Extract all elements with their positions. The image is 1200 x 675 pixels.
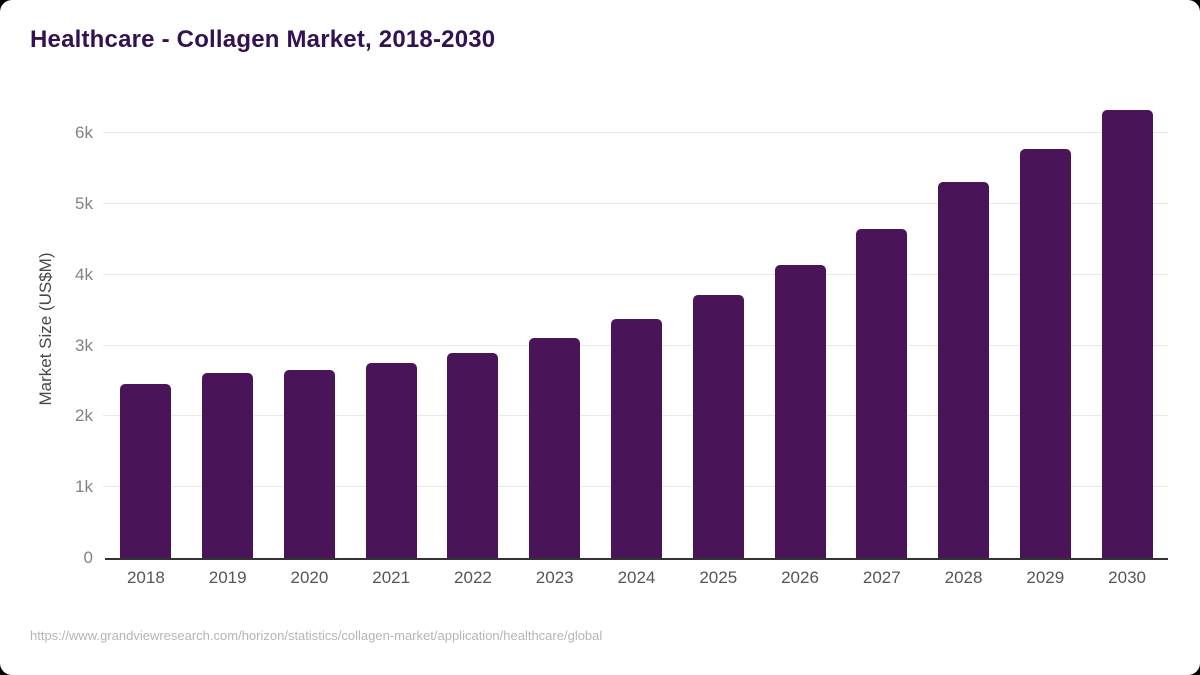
- bar-slot-2021: [350, 100, 432, 558]
- bar-2025: [692, 294, 744, 558]
- bar-2024: [610, 319, 662, 558]
- x-tick-label-2029: 2029: [1026, 568, 1065, 587]
- gridline-6k: [103, 132, 1168, 134]
- bar-slot-2024: [596, 100, 678, 558]
- x-tick-label-2022: 2022: [454, 568, 492, 587]
- y-tick-label-5k: 5k: [75, 193, 93, 213]
- bar-slot-2029: [1004, 100, 1086, 558]
- bar-slot-2018: [105, 100, 187, 558]
- y-tick-label-0: 0: [83, 548, 93, 567]
- bar-2023: [529, 338, 581, 558]
- bar-slot-2019: [187, 100, 269, 558]
- source-url: https://www.grandviewresearch.com/horizo…: [30, 628, 603, 643]
- bars-row: [105, 100, 1168, 558]
- x-tick-label-2027: 2027: [862, 568, 901, 587]
- bar-2027: [856, 228, 908, 558]
- bar-slot-2028: [923, 100, 1005, 558]
- bar-2021: [365, 362, 417, 558]
- bar-2022: [447, 352, 499, 558]
- bar-slot-2020: [269, 100, 351, 558]
- bar-2020: [283, 369, 335, 558]
- x-tick-label-2028: 2028: [944, 568, 983, 587]
- bar-2029: [1019, 148, 1071, 558]
- y-tick-label-4k: 4k: [75, 264, 93, 284]
- chart-title: Healthcare - Collagen Market, 2018-2030: [30, 26, 496, 53]
- x-tick-label-2030: 2030: [1108, 568, 1146, 587]
- y-tick-label-2k: 2k: [75, 406, 93, 426]
- y-axis-ticks: 0 1k 2k 3k 4k 5k 6k: [0, 100, 93, 567]
- bar-slot-2025: [677, 100, 759, 558]
- gridline-4k: [103, 273, 1168, 275]
- plot-area: [103, 100, 1168, 560]
- x-tick-label-2025: 2025: [699, 568, 738, 587]
- bar-2018: [120, 384, 172, 558]
- x-axis-ticks: 2018 2019 2020 2021 2022 2023 2024 2025 2026 2027…: [105, 568, 1168, 588]
- x-tick-label-2024: 2024: [617, 568, 656, 587]
- gridline-5k: [103, 202, 1168, 204]
- y-tick-label-3k: 3k: [75, 335, 93, 355]
- x-tick-label-2020: 2020: [290, 568, 329, 587]
- bar-slot-2030: [1086, 100, 1168, 558]
- y-tick-label-1k: 1k: [75, 477, 93, 497]
- bar-2030: [1101, 110, 1153, 558]
- bar-2028: [938, 181, 990, 558]
- bar-slot-2027: [841, 100, 923, 558]
- x-tick-label-2023: 2023: [535, 568, 574, 587]
- y-tick-label-6k: 6k: [75, 123, 93, 142]
- x-tick-label-2021: 2021: [372, 568, 411, 587]
- x-tick-label-2018: 2018: [126, 568, 165, 587]
- bar-2026: [774, 264, 826, 558]
- x-tick-label-2019: 2019: [208, 568, 247, 587]
- bar-slot-2023: [514, 100, 596, 558]
- bar-slot-2026: [759, 100, 841, 558]
- bar-2019: [202, 373, 254, 558]
- bar-slot-2022: [432, 100, 514, 558]
- x-tick-label-2026: 2026: [781, 568, 819, 587]
